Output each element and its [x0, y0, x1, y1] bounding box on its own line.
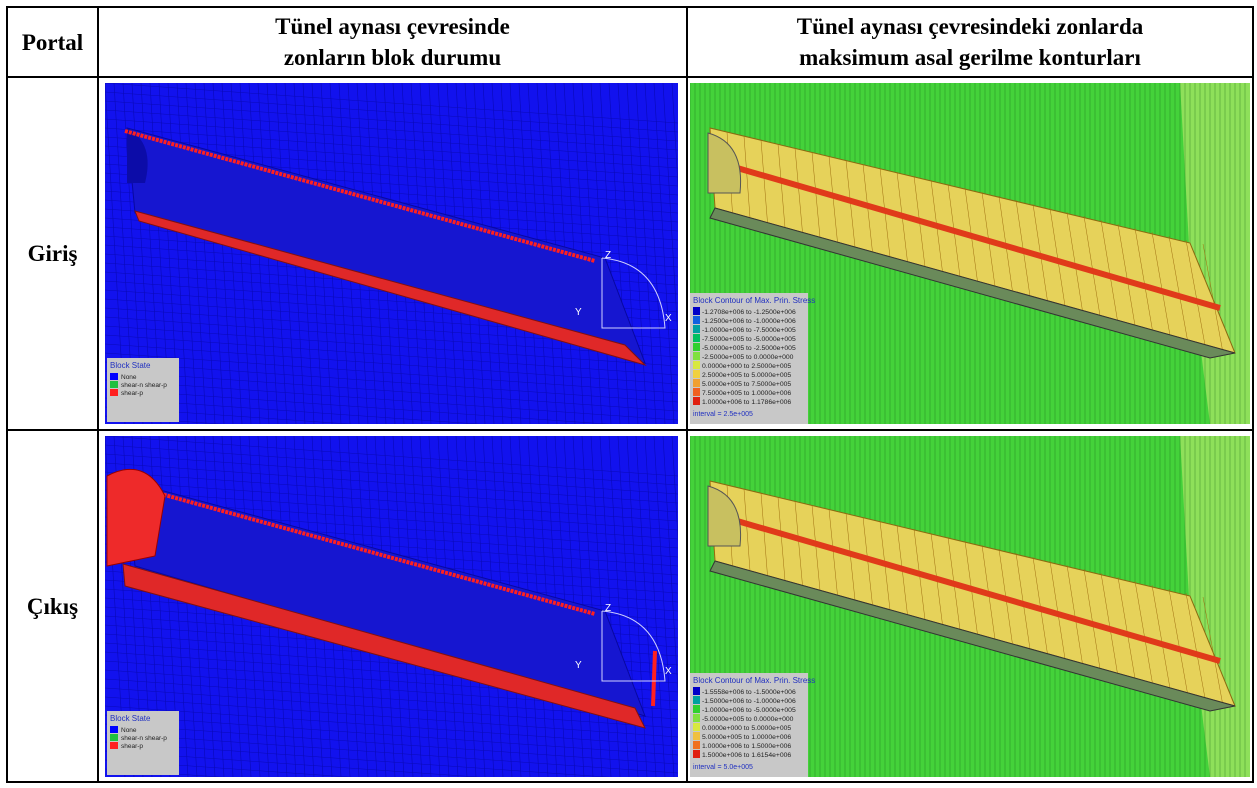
col-border	[97, 6, 99, 783]
legend: Block State Noneshear-n shear-pshear-p	[107, 711, 179, 775]
header-cell: Portal	[8, 8, 97, 76]
legend-interval: interval = 2.5e+005	[693, 411, 753, 418]
legend-swatch	[110, 726, 118, 733]
row-border	[6, 781, 1254, 783]
legend-swatch	[693, 352, 700, 360]
legend-label: shear-p	[121, 390, 143, 397]
legend-swatch	[693, 687, 700, 695]
page: PortalTünel aynası çevresindezonların bl…	[0, 0, 1257, 788]
header-cell: Tünel aynası çevresindezonların blok dur…	[99, 8, 686, 76]
legend-swatch	[693, 334, 700, 342]
legend-swatch	[693, 705, 700, 713]
row-border	[6, 76, 1254, 78]
legend-label: -5.0000e+005 to -2.5000e+005	[702, 345, 796, 352]
legend-interval: interval = 5.0e+005	[693, 764, 753, 771]
row-label: Çıkış	[8, 431, 97, 781]
contour-image: Block Contour of Max. Prin. Stress -1.270…	[690, 83, 1250, 424]
legend-swatch	[693, 361, 700, 369]
portal-zone	[653, 651, 655, 706]
legend-swatch	[693, 307, 700, 315]
legend-swatch	[110, 742, 118, 749]
legend-label: -5.0000e+005 to 0.0000e+000	[702, 716, 794, 723]
legend-label: shear-n shear-p	[121, 382, 167, 389]
legend-swatch	[693, 741, 700, 749]
legend-title: Block State	[110, 714, 151, 723]
legend-swatch	[693, 316, 700, 324]
axis-x: X	[665, 313, 672, 324]
header-line: Tünel aynası çevresindeki zonlarda	[797, 11, 1144, 42]
header-line: maksimum asal gerilme konturları	[799, 42, 1141, 73]
legend-swatch	[693, 325, 700, 333]
legend-label: -2.5000e+005 to 0.0000e+000	[702, 354, 794, 361]
legend-label: -7.5000e+005 to -5.0000e+005	[702, 336, 796, 343]
legend: Block Contour of Max. Prin. Stress -1.555…	[690, 673, 815, 777]
legend-label: 1.5000e+006 to 1.6154e+006	[702, 752, 791, 759]
legend-label: -1.5558e+006 to -1.5000e+006	[702, 689, 796, 696]
legend-swatch	[693, 714, 700, 722]
legend-label: None	[121, 374, 137, 381]
legend-swatch	[110, 381, 118, 388]
legend-label: -1.2708e+006 to -1.2500e+006	[702, 309, 796, 316]
axis-z: Z	[605, 250, 611, 261]
legend-label: shear-n shear-p	[121, 735, 167, 742]
axis-x: X	[665, 666, 672, 677]
legend-swatch	[693, 343, 700, 351]
legend: Block Contour of Max. Prin. Stress -1.270…	[690, 293, 815, 424]
legend-swatch	[693, 379, 700, 387]
legend-label: 7.5000e+005 to 1.0000e+006	[702, 390, 791, 397]
legend-swatch	[110, 734, 118, 741]
axis-z: Z	[605, 603, 611, 614]
legend-swatch	[693, 696, 700, 704]
legend-label: 2.5000e+005 to 5.0000e+005	[702, 372, 791, 379]
legend-label: None	[121, 727, 137, 734]
legend-swatch	[693, 388, 700, 396]
axis-y: Y	[575, 307, 582, 318]
legend-label: -1.0000e+006 to -5.0000e+005	[702, 707, 796, 714]
legend-label: shear-p	[121, 743, 143, 750]
legend-swatch	[693, 732, 700, 740]
col-border	[1252, 6, 1254, 783]
legend-label: 1.0000e+006 to 1.5000e+006	[702, 743, 791, 750]
legend-label: 5.0000e+005 to 7.5000e+005	[702, 381, 791, 388]
legend-label: -1.5000e+006 to -1.0000e+006	[702, 698, 796, 705]
axis-y: Y	[575, 660, 582, 671]
legend-title: Block Contour of Max. Prin. Stress	[693, 676, 815, 685]
header-line: Tünel aynası çevresinde	[275, 11, 510, 42]
legend-swatch	[110, 389, 118, 396]
legend-swatch	[693, 723, 700, 731]
legend-label: -1.2500e+006 to -1.0000e+006	[702, 318, 796, 325]
legend-label: 0.0000e+000 to 2.5000e+005	[702, 363, 791, 370]
row-border	[6, 429, 1254, 431]
legend-swatch	[110, 373, 118, 380]
legend: Block State Noneshear-n shear-pshear-p	[107, 358, 179, 422]
header-cell: Tünel aynası çevresindeki zonlardamaksim…	[688, 8, 1252, 76]
col-border	[686, 6, 688, 783]
legend-title: Block State	[110, 361, 151, 370]
legend-title: Block Contour of Max. Prin. Stress	[693, 296, 815, 305]
header-line: zonların blok durumu	[284, 42, 501, 73]
legend-label: 5.0000e+005 to 1.0000e+006	[702, 734, 791, 741]
legend-label: -1.0000e+006 to -7.5000e+005	[702, 327, 796, 334]
row-label: Giriş	[8, 78, 97, 429]
legend-swatch	[693, 370, 700, 378]
contour-image: Block Contour of Max. Prin. Stress -1.555…	[690, 436, 1250, 777]
legend-label: 1.0000e+006 to 1.1786e+006	[702, 399, 791, 406]
legend-swatch	[693, 750, 700, 758]
legend-label: 0.0000e+000 to 5.0000e+005	[702, 725, 791, 732]
legend-swatch	[693, 397, 700, 405]
